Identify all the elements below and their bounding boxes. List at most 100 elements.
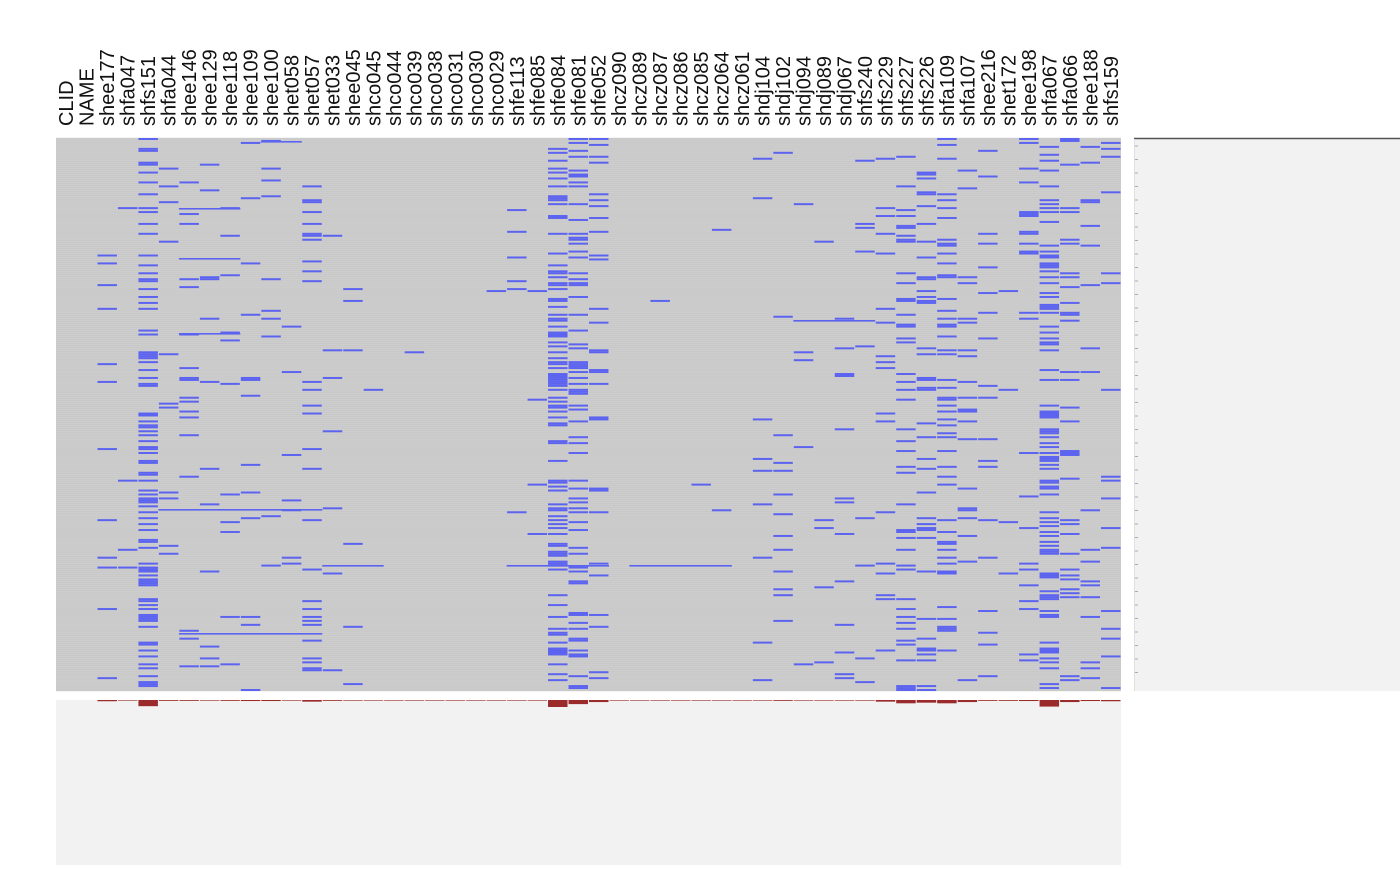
cell-present — [916, 467, 937, 470]
cell-present — [240, 197, 261, 200]
cell-present — [916, 299, 937, 302]
cell-present — [1060, 313, 1080, 316]
cell-present — [138, 529, 158, 532]
column-label-shfs229: shfs229 — [875, 56, 897, 126]
cell-present — [507, 511, 527, 514]
cell-present — [404, 351, 425, 354]
cell-present — [1080, 284, 1101, 287]
column-label-shdj104: shdj104 — [753, 56, 775, 126]
cell-present — [1101, 147, 1121, 150]
cell-present — [548, 333, 568, 336]
cell-present — [138, 685, 158, 688]
cell-present — [1039, 311, 1060, 314]
cell-present — [97, 677, 117, 680]
cell-present — [937, 378, 957, 381]
cell-present — [1019, 230, 1039, 233]
cell-present — [937, 353, 957, 356]
column-label-shcz086: shcz086 — [671, 52, 693, 127]
cell-present — [916, 353, 937, 356]
cell-present — [957, 349, 978, 352]
cell-present — [97, 380, 117, 383]
cell-present — [589, 258, 609, 261]
cell-present — [568, 242, 588, 245]
cell-present — [589, 371, 609, 374]
cell-present — [1039, 410, 1060, 413]
cell-present — [138, 430, 158, 433]
column-label-shco039: shco039 — [404, 50, 426, 126]
cell-present — [855, 657, 875, 660]
cell-present — [937, 627, 957, 630]
cell-present — [138, 600, 158, 603]
cell-present — [138, 580, 158, 583]
summary-bar-shco029 — [486, 700, 507, 701]
cell-present — [548, 400, 568, 403]
cell-present — [548, 533, 568, 535]
cell-present — [158, 353, 179, 356]
cell-present — [138, 570, 158, 573]
cell-present — [896, 643, 916, 646]
summary-bar-shee146 — [179, 700, 199, 701]
cell-present — [937, 398, 957, 401]
heatmap-grid — [56, 137, 1121, 692]
cell-present — [957, 410, 978, 413]
cell-present — [240, 491, 261, 494]
cell-present — [302, 467, 322, 470]
cell-present — [589, 418, 609, 421]
column-label-NAME: NAME — [77, 68, 99, 126]
column-label-shco038: shco038 — [425, 50, 447, 126]
cell-present — [1039, 428, 1060, 431]
cell-present — [937, 349, 957, 352]
cell-present — [548, 594, 568, 597]
cell-present — [1080, 548, 1101, 551]
cell-present — [1039, 455, 1060, 458]
cell-present — [650, 299, 670, 302]
cell-present — [589, 143, 609, 146]
cell-present — [589, 574, 609, 577]
cell-present — [1101, 610, 1121, 612]
cell-present — [1039, 467, 1060, 470]
cell-present — [896, 380, 916, 383]
summary-bar-shco045 — [363, 700, 384, 701]
cell-present — [1039, 436, 1060, 439]
cell-present — [1019, 608, 1039, 611]
cell-present — [548, 550, 568, 553]
cell-present — [138, 499, 158, 502]
cell-present — [896, 548, 916, 551]
cell-present — [896, 529, 916, 532]
cell-present — [548, 479, 568, 482]
cell-present — [548, 376, 568, 379]
cell-present — [937, 274, 957, 277]
cell-present — [568, 655, 588, 658]
cell-present — [875, 367, 896, 370]
cell-present — [568, 404, 588, 407]
cell-present — [548, 276, 568, 279]
cell-present — [1039, 485, 1060, 488]
cell-present — [138, 517, 158, 520]
column-label-shfe052: shfe052 — [589, 55, 611, 126]
cell-present — [1039, 305, 1060, 308]
cell-present — [937, 465, 957, 468]
cell-span — [506, 565, 609, 567]
cell-present — [97, 566, 117, 569]
cell-present — [691, 483, 711, 486]
cell-present — [1039, 211, 1060, 214]
cell-present — [322, 349, 343, 352]
cell-present — [548, 651, 568, 654]
cell-present — [548, 351, 568, 354]
cell-present — [548, 515, 568, 518]
cell-present — [302, 657, 322, 660]
cell-present — [548, 345, 568, 348]
column-label-shdj089: shdj089 — [814, 56, 836, 126]
cell-present — [834, 623, 855, 626]
cell-present — [589, 155, 609, 158]
cell-present — [1060, 139, 1080, 142]
cell-present — [916, 529, 937, 532]
cell-present — [978, 266, 998, 269]
cell-present — [138, 459, 158, 462]
summary-bar-shfa107 — [957, 700, 978, 703]
cell-present — [896, 687, 916, 690]
cell-present — [302, 270, 322, 273]
summary-bar-shcz089 — [629, 700, 650, 701]
cell-present — [957, 509, 978, 512]
cell-present — [896, 297, 916, 300]
